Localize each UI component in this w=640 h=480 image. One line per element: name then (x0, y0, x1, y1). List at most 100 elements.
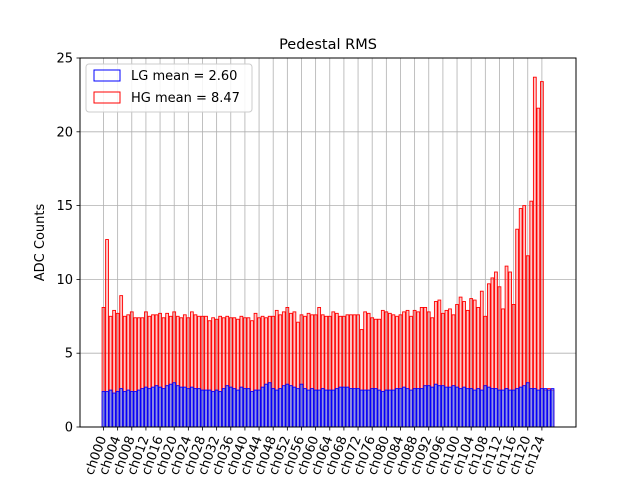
bar-lg (426, 385, 431, 428)
bar-lg (235, 389, 240, 428)
bar-lg (324, 389, 329, 428)
bar-lg (313, 389, 318, 428)
bar-lg (465, 388, 470, 428)
y-axis-label: ADC Counts (33, 204, 48, 282)
bar-lg (101, 391, 106, 428)
bar-lg (306, 389, 311, 428)
bar-lg (278, 388, 283, 428)
bar-lg (458, 388, 463, 428)
bar-lg (380, 391, 385, 428)
legend: LG mean = 2.60 HG mean = 8.47 (85, 63, 253, 113)
bar-lg (486, 386, 491, 428)
bar-lg (303, 388, 307, 428)
legend-label-hg: HG mean = 8.47 (131, 91, 240, 106)
bar-lg (469, 388, 474, 428)
bar-lg (200, 389, 205, 428)
bar-lg (161, 388, 166, 428)
bar-lg (547, 389, 551, 428)
bar-lg (494, 388, 498, 428)
bar-lg (501, 389, 505, 428)
bar-lg (490, 388, 495, 428)
bar-lg (529, 388, 534, 428)
bar-lg (515, 388, 520, 428)
bar-lg (366, 389, 371, 428)
y-tick-label: 15 (56, 199, 73, 214)
bar-lg (334, 388, 339, 428)
bar-lg (105, 391, 109, 428)
bar-lg (416, 388, 421, 428)
bar-lg (140, 388, 145, 428)
bar-lg (289, 385, 293, 428)
bar-lg (154, 385, 159, 428)
bar-lg (444, 386, 449, 428)
bar-lg (225, 385, 230, 428)
bar-lg (536, 389, 541, 428)
bar-lg (122, 391, 127, 428)
bar-lg (331, 389, 336, 428)
bar-lg (384, 389, 389, 428)
bar-lg (112, 392, 116, 428)
bar-lg (310, 388, 314, 428)
bar-hg (536, 107, 541, 428)
bar-lg (412, 388, 417, 428)
bar-lg (197, 388, 201, 428)
bar-lg (373, 388, 378, 428)
bar-lg (285, 383, 290, 428)
legend-swatch-hg (93, 91, 121, 104)
bar-lg (221, 388, 226, 428)
bar-lg (136, 389, 141, 428)
bar-lg (253, 389, 258, 428)
bar-lg (423, 385, 428, 428)
bar-lg (356, 388, 360, 428)
bar-lg (395, 388, 399, 428)
bar-lg (175, 385, 180, 428)
bar-lg (349, 388, 353, 428)
bar-lg (455, 386, 459, 428)
bar-lg (133, 391, 138, 428)
bar-lg (119, 388, 124, 428)
bar-lg (543, 388, 548, 428)
bar-lg (168, 383, 173, 428)
bar-hg (540, 81, 544, 428)
bar-lg (211, 391, 215, 428)
bar-lg (151, 386, 155, 428)
bar-lg (419, 388, 424, 428)
bar-lg (448, 386, 452, 428)
bar-lg (363, 389, 367, 428)
bar-lg (359, 389, 364, 428)
y-tick-label: 20 (56, 125, 73, 140)
bar-lg (476, 388, 481, 428)
bar-lg (540, 388, 544, 428)
bar-lg (511, 389, 516, 428)
bar-lg (409, 389, 413, 428)
bar-lg (246, 388, 251, 428)
bar-lg (479, 389, 484, 428)
bar-lg (451, 385, 456, 428)
bar-lg (342, 386, 346, 428)
y-tick-label: 25 (56, 52, 73, 67)
bar-lg (207, 389, 212, 428)
bar-lg (472, 389, 477, 428)
y-tick-label: 5 (65, 347, 73, 362)
bar-lg (271, 388, 276, 428)
bar-lg (165, 385, 170, 428)
bar-lg (327, 389, 332, 428)
bar-lg (405, 388, 410, 428)
bar-lg (504, 388, 509, 428)
bar-lg (525, 382, 530, 428)
bar-lg (352, 388, 357, 428)
bar-lg (144, 386, 148, 428)
bar-lg (179, 386, 184, 428)
bar-lg (274, 389, 279, 428)
bar-lg (264, 383, 268, 428)
bar-lg (186, 388, 191, 428)
bar-lg (320, 388, 325, 428)
legend-swatch-lg (93, 69, 121, 82)
bar-lg (437, 385, 442, 428)
bar-lg (522, 385, 527, 428)
bar-lg (518, 386, 523, 428)
bar-lg (317, 389, 322, 428)
bar-lg (250, 391, 254, 428)
bar-lg (239, 386, 244, 428)
